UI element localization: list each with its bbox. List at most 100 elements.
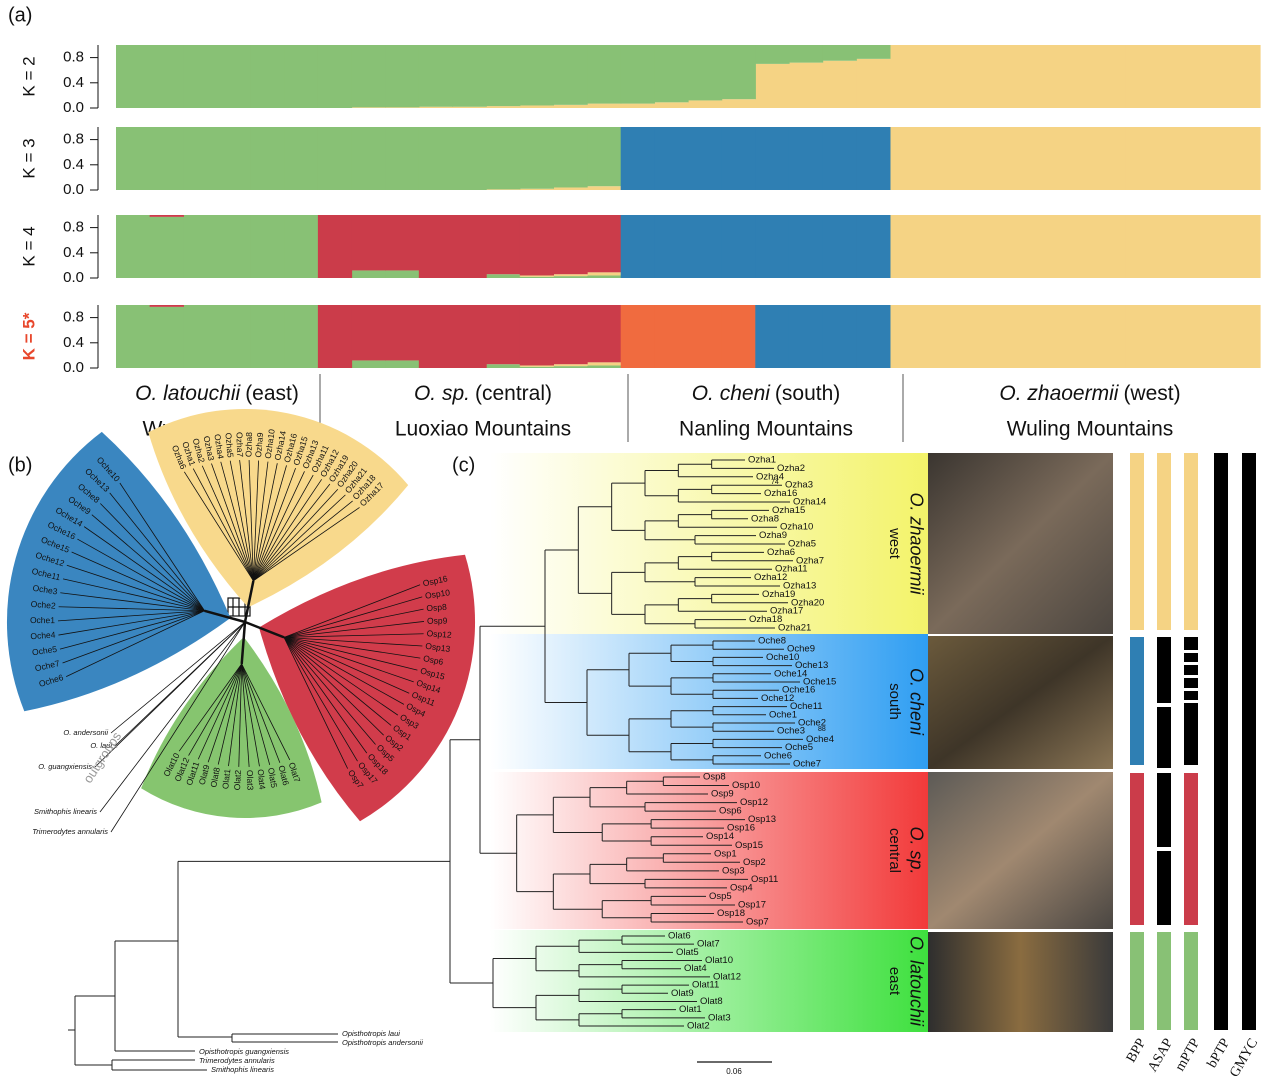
network-edge [211,463,254,581]
network-edge [59,610,205,650]
delimitation-bar [1184,773,1198,925]
delimitation-bar [1130,932,1144,1030]
ancestry-bar [620,103,655,108]
ancestry-bar [250,45,285,108]
ancestry-bar [990,127,1026,190]
tip-label: Osp6 [719,806,742,817]
network-tip-label: Ozha7 [234,432,245,458]
network-stem [204,609,246,624]
tip-label: Oche4 [806,734,834,745]
network-edge [252,467,296,581]
delimitation-bar [1130,637,1144,765]
ancestry-bar [519,45,555,106]
ancestry-bar [1226,215,1261,278]
network-edge [241,663,271,765]
tip-label: Ozha13 [783,581,816,592]
tip-label: Olat7 [697,939,720,950]
network-tip-label: Oche4 [30,630,56,642]
ancestry-bar [250,305,285,368]
network-tip-label: Osp10 [424,587,450,600]
ancestry-bar [351,45,386,108]
tip-label: Oche16 [782,685,815,696]
delimitation-bar [1242,453,1256,1030]
ancestry-bar [486,274,521,278]
clade-blob [6,431,231,712]
y-tick-label: 0.4 [63,156,84,173]
ancestry-bar [1091,45,1127,108]
ancestry-bar [957,45,992,108]
network-tip-label: Oche3 [32,583,59,597]
network-edge [283,584,421,638]
ancestry-bar [1192,127,1227,190]
network-tip-label: Olat1 [220,768,232,790]
ancestry-bar [1091,127,1127,190]
ancestry-bar [654,45,689,103]
network-tip-label: Oche5 [31,644,57,658]
tip-label: Olat1 [679,1004,702,1015]
network-tip-label: Olat2 [232,769,243,790]
ancestry-bar [587,127,622,187]
delimitation-bar [1184,703,1198,765]
mountains-label: Nanling Mountains [679,418,853,441]
network-edge [283,637,405,705]
tip-label: Osp10 [732,780,760,791]
network-edge [283,637,414,683]
tip-label: Osp13 [748,814,776,825]
ancestry-bar [889,45,925,108]
network-edge [284,636,421,659]
network-edge [109,492,205,612]
ancestry-bar [385,305,420,361]
tip-label: Oche10 [766,652,799,663]
network-edge [252,460,259,581]
tip-label: Osp8 [703,772,726,783]
clade-blob [148,408,409,608]
outgroup-edge [94,621,246,768]
tip-label: Ozha20 [791,597,824,608]
clade-blob [141,637,322,818]
network-edge [283,608,424,638]
region: (west) [1123,382,1180,405]
ancestry-bar [317,45,353,108]
ancestry-bar [990,305,1026,368]
region: (south) [775,382,840,405]
tip-label: Ozha6 [767,547,795,558]
clade-region: central [886,828,903,873]
ancestry-bar [788,45,824,63]
ancestry-bar [519,275,555,277]
ancestry-bar [654,102,689,108]
delimitation-bar [1157,637,1171,703]
network-edge [183,471,254,582]
ancestry-bar [519,105,555,108]
network-edge [252,465,287,581]
method-label: mPTP [1173,1036,1204,1074]
ancestry-bar [1058,127,1093,190]
ancestry-bar [486,127,521,190]
ancestry-bar [351,215,386,271]
tip-label: Osp11 [751,874,778,885]
tip-label: Ozha10 [780,522,813,533]
tip-label: Osp4 [730,882,753,893]
panel-label: (b) [8,454,32,476]
clade-region: east [886,967,903,996]
ancestry-bar [721,215,756,278]
network-edge [91,514,205,612]
ancestry-bar [1058,45,1093,108]
ancestry-bar [587,305,622,363]
network-tip-label: Ozha4 [212,433,226,460]
ancestry-bar [351,305,386,361]
ancestry-bar [620,127,655,190]
ancestry-bar [216,215,252,278]
network-edge [188,663,243,756]
clade-species: O. latouchii [906,936,926,1027]
network-tip-label: Olat3 [245,770,256,791]
clade-region: west [886,527,903,560]
y-axis-label: K = 4 [19,226,38,266]
y-axis-label: K = 3 [19,138,38,178]
ancestry-bar [116,305,151,368]
outgroups-label: outgroups [80,729,124,786]
ancestry-bar [587,186,622,190]
network-edge [71,551,205,612]
network-tip-label: Ozha10 [263,428,277,459]
ancestry-bar [149,215,184,217]
